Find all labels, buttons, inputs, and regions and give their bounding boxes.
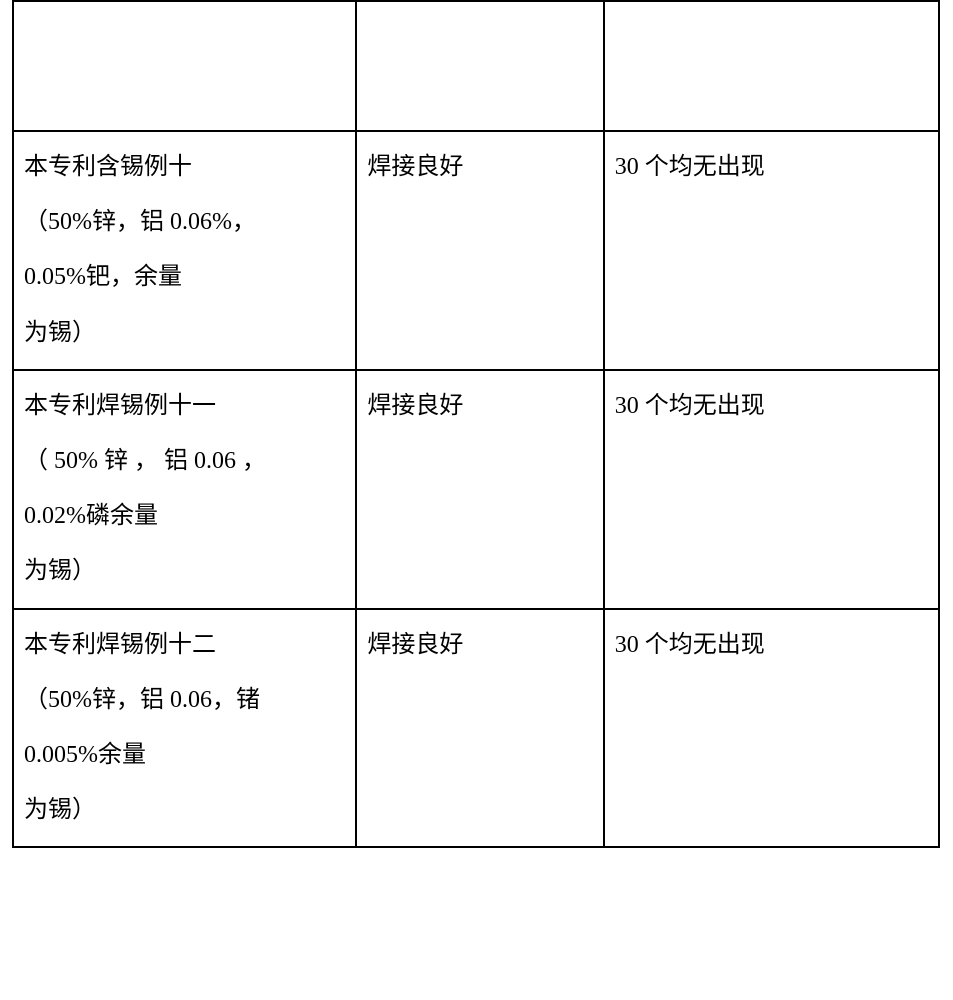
cell-text: 30 个均无出现	[615, 618, 928, 673]
text-line: 0.005%余量	[24, 728, 345, 783]
text-line: （ 50% 锌 ， 铝 0.06 ，	[24, 434, 345, 489]
table-cell: 30 个均无出现	[604, 131, 939, 370]
text-line: （50%锌，铝 0.06%，	[24, 195, 345, 250]
table-row	[13, 1, 939, 131]
text-line: 本专利含锡例十	[24, 140, 345, 195]
table-cell	[13, 1, 356, 131]
text-line: 焊接良好	[367, 618, 592, 673]
cell-text: 焊接良好	[367, 379, 592, 434]
data-table: 本专利含锡例十 （50%锌，铝 0.06%， 0.05%钯，余量 为锡） 焊接良…	[12, 0, 940, 848]
cell-text: 本专利焊锡例十一 （ 50% 锌 ， 铝 0.06 ， 0.02%磷余量 为锡）	[24, 379, 345, 600]
table-cell: 焊接良好	[356, 131, 603, 370]
cell-text: 焊接良好	[367, 618, 592, 673]
cell-text: 本专利焊锡例十二 （50%锌，铝 0.06，锗 0.005%余量 为锡）	[24, 618, 345, 839]
table-container: 本专利含锡例十 （50%锌，铝 0.06%， 0.05%钯，余量 为锡） 焊接良…	[0, 0, 953, 1000]
table-cell: 30 个均无出现	[604, 370, 939, 609]
table-row: 本专利含锡例十 （50%锌，铝 0.06%， 0.05%钯，余量 为锡） 焊接良…	[13, 131, 939, 370]
text-line: 焊接良好	[367, 140, 592, 195]
text-line: 30 个均无出现	[615, 379, 928, 434]
table-cell	[604, 1, 939, 131]
cell-text: 30 个均无出现	[615, 140, 928, 195]
table-cell: 本专利含锡例十 （50%锌，铝 0.06%， 0.05%钯，余量 为锡）	[13, 131, 356, 370]
text-line: 为锡）	[24, 544, 345, 599]
text-line: 30 个均无出现	[615, 140, 928, 195]
text-line: 为锡）	[24, 783, 345, 838]
text-line: 本专利焊锡例十一	[24, 379, 345, 434]
table-cell: 本专利焊锡例十一 （ 50% 锌 ， 铝 0.06 ， 0.02%磷余量 为锡）	[13, 370, 356, 609]
text-line: 0.05%钯，余量	[24, 250, 345, 305]
table-cell	[356, 1, 603, 131]
cell-text: 30 个均无出现	[615, 379, 928, 434]
cell-text: 本专利含锡例十 （50%锌，铝 0.06%， 0.05%钯，余量 为锡）	[24, 140, 345, 361]
table-cell: 本专利焊锡例十二 （50%锌，铝 0.06，锗 0.005%余量 为锡）	[13, 609, 356, 848]
table-row: 本专利焊锡例十一 （ 50% 锌 ， 铝 0.06 ， 0.02%磷余量 为锡）…	[13, 370, 939, 609]
table-cell: 焊接良好	[356, 370, 603, 609]
text-line: 0.02%磷余量	[24, 489, 345, 544]
table-cell: 30 个均无出现	[604, 609, 939, 848]
text-line: 30 个均无出现	[615, 618, 928, 673]
text-line: 焊接良好	[367, 379, 592, 434]
text-line: （50%锌，铝 0.06，锗	[24, 673, 345, 728]
table-body: 本专利含锡例十 （50%锌，铝 0.06%， 0.05%钯，余量 为锡） 焊接良…	[13, 1, 939, 847]
table-cell: 焊接良好	[356, 609, 603, 848]
text-line: 本专利焊锡例十二	[24, 618, 345, 673]
text-line: 为锡）	[24, 306, 345, 361]
cell-text: 焊接良好	[367, 140, 592, 195]
table-row: 本专利焊锡例十二 （50%锌，铝 0.06，锗 0.005%余量 为锡） 焊接良…	[13, 609, 939, 848]
